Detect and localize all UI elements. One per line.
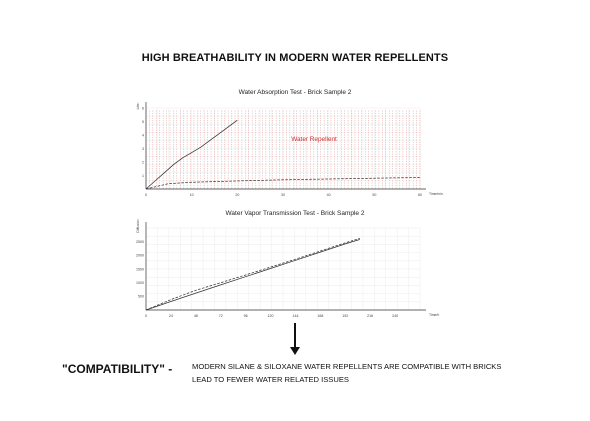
x-tick-label: 0 <box>145 193 147 197</box>
y-tick-label: 4 <box>142 133 144 137</box>
vapor-chart-title: Water Vapor Transmission Test - Brick Sa… <box>225 210 365 217</box>
x-tick-label: 216 <box>367 314 373 318</box>
x-tick-label: 168 <box>317 314 323 318</box>
y-tick-label: 5 <box>142 120 144 124</box>
statement-line-1: MODERN SILANE & SILOXANE WATER REPELLENT… <box>192 362 502 371</box>
statement-line-2: LEAD TO FEWER WATER RELATED ISSUES <box>192 375 349 384</box>
y-axis-label: Diffusion <box>136 219 140 232</box>
x-tick-label: 24 <box>169 314 173 318</box>
absorption-chart-title: Water Absorption Test - Brick Sample 2 <box>238 89 352 96</box>
series-line-2 <box>145 238 360 311</box>
x-tick-label: 48 <box>194 314 198 318</box>
x-tick-label: 60 <box>418 193 422 197</box>
y-tick-label: 2000 <box>136 254 144 258</box>
series-line-1 <box>145 119 238 190</box>
x-tick-label: 30 <box>281 193 285 197</box>
x-tick-label: 96 <box>244 314 248 318</box>
y-axis-label: L/m² <box>136 102 140 110</box>
x-axis-label: Time/h <box>429 313 439 317</box>
y-tick-label: 500 <box>138 295 144 299</box>
annotation-label: Water Repellent <box>291 136 337 143</box>
x-tick-label: 240 <box>392 314 398 318</box>
y-tick-label: 2500 <box>136 240 144 244</box>
y-tick-label: 1 <box>142 174 144 178</box>
x-tick-label: 20 <box>235 193 239 197</box>
down-arrow-shaft <box>294 323 296 349</box>
y-tick-label: 6 <box>142 106 144 110</box>
down-arrow-icon <box>290 347 300 355</box>
x-tick-label: 40 <box>327 193 331 197</box>
x-tick-label: 192 <box>342 314 348 318</box>
y-tick-label: 3 <box>142 147 144 151</box>
y-tick-label: 1000 <box>136 281 144 285</box>
y-tick-label: 1500 <box>136 267 144 271</box>
x-tick-label: 50 <box>372 193 376 197</box>
series-line-2 <box>145 177 421 190</box>
series-line-1 <box>145 239 360 311</box>
page-title: HIGH BREATHABILITY IN MODERN WATER REPEL… <box>141 52 449 64</box>
x-axis-label: Time/min <box>429 192 443 196</box>
x-tick-label: 72 <box>219 314 223 318</box>
y-tick-label: 2 <box>142 160 144 164</box>
x-tick-label: 0 <box>145 314 147 318</box>
x-tick-label: 144 <box>292 314 298 318</box>
x-tick-label: 10 <box>190 193 194 197</box>
compatibility-label: "COMPATIBILITY" - <box>62 362 173 376</box>
x-tick-label: 120 <box>268 314 274 318</box>
